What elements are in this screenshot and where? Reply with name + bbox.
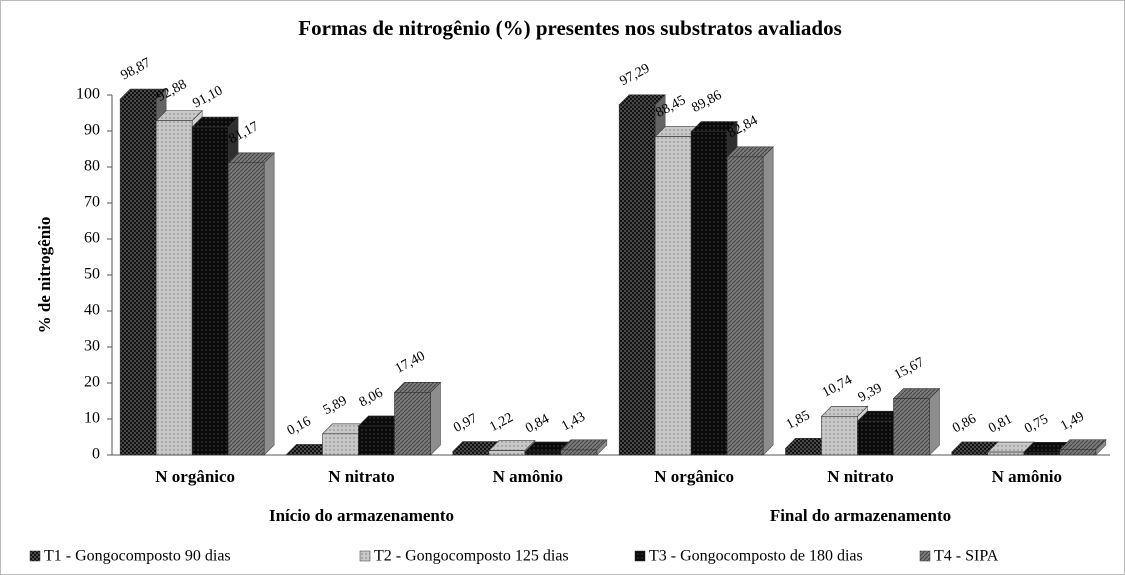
bar [893, 398, 930, 456]
legend-label: T3 - Gongocomposto de 180 dias [649, 548, 863, 565]
bar [857, 420, 894, 456]
bar-side [430, 381, 441, 456]
y-tick-label: 70 [84, 194, 100, 211]
y-tick-label: 40 [84, 302, 100, 319]
y-tick-label: 0 [92, 446, 100, 463]
x-tick-label: N nitrato [328, 467, 395, 486]
bar [488, 450, 526, 456]
bar [1023, 451, 1061, 456]
bar-side [263, 152, 275, 456]
bar [726, 156, 764, 456]
x-tick-label: N amônio [992, 467, 1062, 486]
legend-swatch [919, 550, 931, 562]
y-tick-label: 30 [84, 338, 100, 355]
legend-swatch [359, 550, 371, 562]
bar [358, 425, 395, 456]
bar [322, 433, 359, 456]
bar [560, 449, 598, 456]
legend-label: T4 - SIPA [934, 548, 999, 565]
bar-3d [227, 152, 275, 456]
bar-3d [892, 387, 941, 456]
bar [654, 136, 692, 456]
bar [155, 120, 193, 456]
bar-3d [1059, 438, 1107, 456]
bar-3d [560, 439, 608, 456]
group-label: Início do armazenamento [269, 506, 454, 525]
bar [452, 451, 490, 456]
bar-side [762, 146, 774, 456]
x-tick-label: N amônio [493, 467, 563, 486]
bar [191, 126, 229, 456]
bar [227, 162, 265, 456]
y-tick-label: 80 [84, 158, 100, 175]
bar [785, 448, 822, 456]
legend-swatch [634, 550, 646, 562]
bar [394, 392, 431, 456]
group-label: Final do armazenamento [770, 506, 951, 525]
y-tick-label: 50 [84, 266, 100, 283]
bar-3d [726, 146, 774, 456]
bar [119, 98, 157, 456]
y-tick-label: 100 [76, 86, 100, 103]
bar [286, 454, 323, 456]
y-tick-label: 90 [84, 122, 100, 139]
bar [690, 131, 728, 456]
bar-3d [393, 381, 442, 456]
bar [1059, 449, 1097, 456]
y-axis-label: % de nitrogênio [35, 217, 54, 334]
y-tick-label: 60 [84, 230, 100, 247]
x-tick-label: N orgânico [155, 467, 235, 486]
bar [618, 104, 656, 456]
x-tick-label: N nitrato [827, 467, 894, 486]
x-tick-label: N orgânico [654, 467, 734, 486]
bar [524, 451, 562, 456]
y-tick-label: 20 [84, 374, 100, 391]
bar-side [929, 387, 940, 456]
chart-title: Formas de nitrogênio (%) presentes nos s… [298, 16, 842, 40]
legend-label: T1 - Gongocomposto 90 dias [44, 548, 231, 565]
legend-label: T2 - Gongocomposto 125 dias [374, 548, 569, 565]
y-tick-label: 10 [84, 410, 100, 427]
bar [821, 416, 858, 456]
bar [951, 451, 989, 456]
legend-swatch [29, 550, 41, 562]
bar [987, 451, 1025, 456]
